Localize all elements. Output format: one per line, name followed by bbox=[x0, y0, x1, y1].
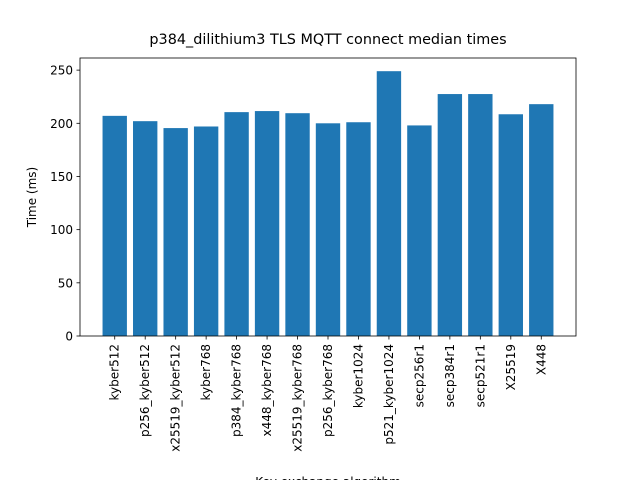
bar bbox=[102, 115, 127, 336]
y-tick-label: 100 bbox=[50, 223, 73, 237]
y-tick-label: 50 bbox=[58, 276, 73, 290]
x-tick-label: X448 bbox=[534, 344, 548, 375]
x-tick-label: x25519_kyber768 bbox=[291, 344, 305, 452]
x-tick-label: p256_kyber768 bbox=[321, 344, 335, 437]
x-tick-label: p521_kyber1024 bbox=[382, 344, 396, 445]
bar bbox=[376, 71, 402, 337]
bar bbox=[163, 128, 188, 336]
bar bbox=[193, 126, 219, 336]
x-tick-label: kyber768 bbox=[199, 344, 213, 400]
bar bbox=[498, 114, 523, 336]
x-tick-label: p256_kyber512 bbox=[138, 344, 152, 437]
bar bbox=[315, 123, 341, 336]
x-tick-label: secp521r1 bbox=[473, 344, 487, 407]
bar bbox=[437, 94, 463, 336]
bar bbox=[254, 111, 280, 336]
x-axis-label: Key exchange algorithm bbox=[255, 475, 401, 480]
bar bbox=[224, 112, 249, 337]
y-tick-label: 250 bbox=[50, 64, 73, 78]
bar bbox=[468, 94, 493, 336]
y-tick-label: 0 bbox=[65, 330, 73, 344]
bar bbox=[133, 121, 158, 336]
x-tick-label: kyber512 bbox=[108, 344, 122, 400]
bar bbox=[346, 122, 371, 336]
x-tick-label: p384_kyber768 bbox=[230, 344, 244, 437]
bar bbox=[285, 113, 310, 337]
y-tick-label: 150 bbox=[50, 170, 73, 184]
x-tick-label: x448_kyber768 bbox=[260, 344, 274, 436]
x-tick-label: kyber1024 bbox=[351, 344, 365, 408]
bar bbox=[407, 125, 432, 336]
bar bbox=[529, 104, 554, 336]
x-tick-label: X25519 bbox=[504, 344, 518, 390]
plot-frame bbox=[79, 57, 577, 337]
y-tick-label: 200 bbox=[50, 117, 73, 131]
x-tick-label: x25519_kyber512 bbox=[169, 344, 183, 452]
x-tick-label: secp384r1 bbox=[443, 344, 457, 407]
x-tick-label: secp256r1 bbox=[412, 344, 426, 407]
chart-title: p384_dilithium3 TLS MQTT connect median … bbox=[149, 32, 506, 48]
y-axis-label: Time (ms) bbox=[25, 167, 39, 229]
